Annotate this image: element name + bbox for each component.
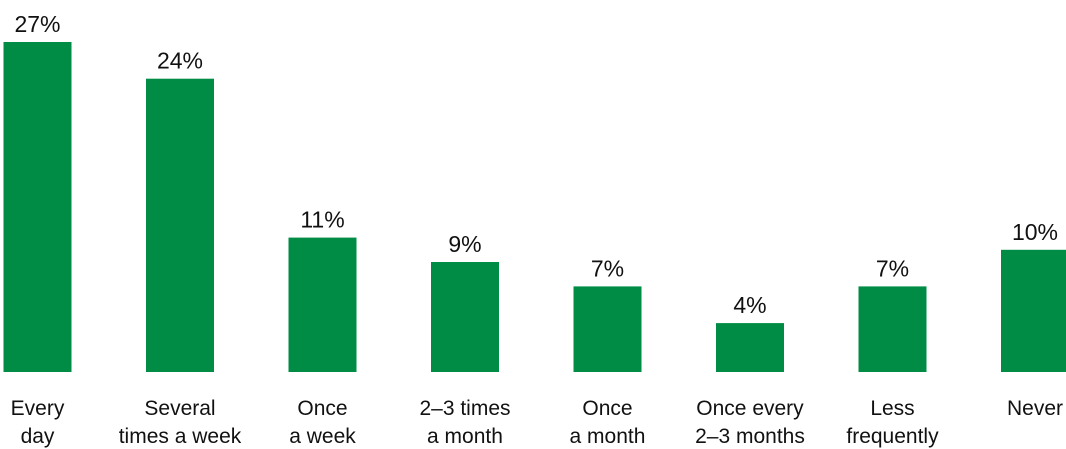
category-label-6-line-1: frequently bbox=[846, 425, 939, 448]
category-label-5-line-1: 2–3 months bbox=[695, 425, 805, 448]
category-label-4: Once a month bbox=[570, 397, 646, 448]
category-label-3-line-1: a month bbox=[427, 425, 503, 448]
bars-layer bbox=[3, 42, 1066, 372]
category-label-0-line-1: day bbox=[21, 425, 55, 448]
value-label-1: 24% bbox=[157, 48, 203, 74]
value-label-2: 11% bbox=[300, 207, 344, 233]
category-label-2-line-0: Once bbox=[297, 397, 347, 420]
category-label-4-line-1: a month bbox=[570, 425, 646, 448]
category-label-2-line-1: a week bbox=[289, 425, 356, 448]
value-label-7: 10% bbox=[1012, 219, 1058, 245]
category-label-3-line-0: 2–3 times bbox=[419, 397, 510, 420]
category-label-7-line-0: Never bbox=[1007, 397, 1063, 420]
category-label-4-line-0: Once bbox=[582, 397, 632, 420]
category-label-0: Every day bbox=[11, 397, 65, 448]
category-label-5-line-0: Once every bbox=[696, 397, 804, 420]
value-label-6: 7% bbox=[876, 255, 909, 281]
bar-0 bbox=[3, 42, 72, 372]
category-label-6-line-0: Less bbox=[870, 397, 914, 420]
bar-4 bbox=[573, 286, 642, 372]
value-labels-layer: 27% 24% 11% 9% 7% 4% 7% 10% bbox=[14, 11, 1058, 318]
bar-2 bbox=[288, 237, 357, 372]
category-label-6: Less frequently bbox=[846, 397, 939, 448]
category-label-1: Several times a week bbox=[119, 397, 242, 448]
category-label-1-line-1: times a week bbox=[119, 425, 242, 448]
category-label-0-line-0: Every bbox=[11, 397, 65, 420]
value-label-3: 9% bbox=[448, 231, 481, 257]
value-label-4: 7% bbox=[591, 255, 624, 281]
bar-1 bbox=[146, 78, 214, 372]
bar-6 bbox=[858, 286, 927, 372]
category-label-2: Once a week bbox=[289, 397, 356, 448]
value-label-0: 27% bbox=[14, 11, 60, 37]
category-labels-layer: Every day Several times a week Once a week 2–3… bbox=[11, 397, 1063, 448]
bar-3 bbox=[431, 262, 499, 372]
category-label-5: Once every 2–3 months bbox=[695, 397, 805, 448]
bar-7 bbox=[1001, 249, 1066, 372]
category-label-1-line-0: Several bbox=[144, 397, 215, 420]
category-label-7: Never bbox=[1007, 397, 1063, 420]
category-label-3: 2–3 times a month bbox=[419, 397, 510, 448]
bar-5 bbox=[716, 323, 784, 372]
value-label-5: 4% bbox=[733, 292, 766, 318]
